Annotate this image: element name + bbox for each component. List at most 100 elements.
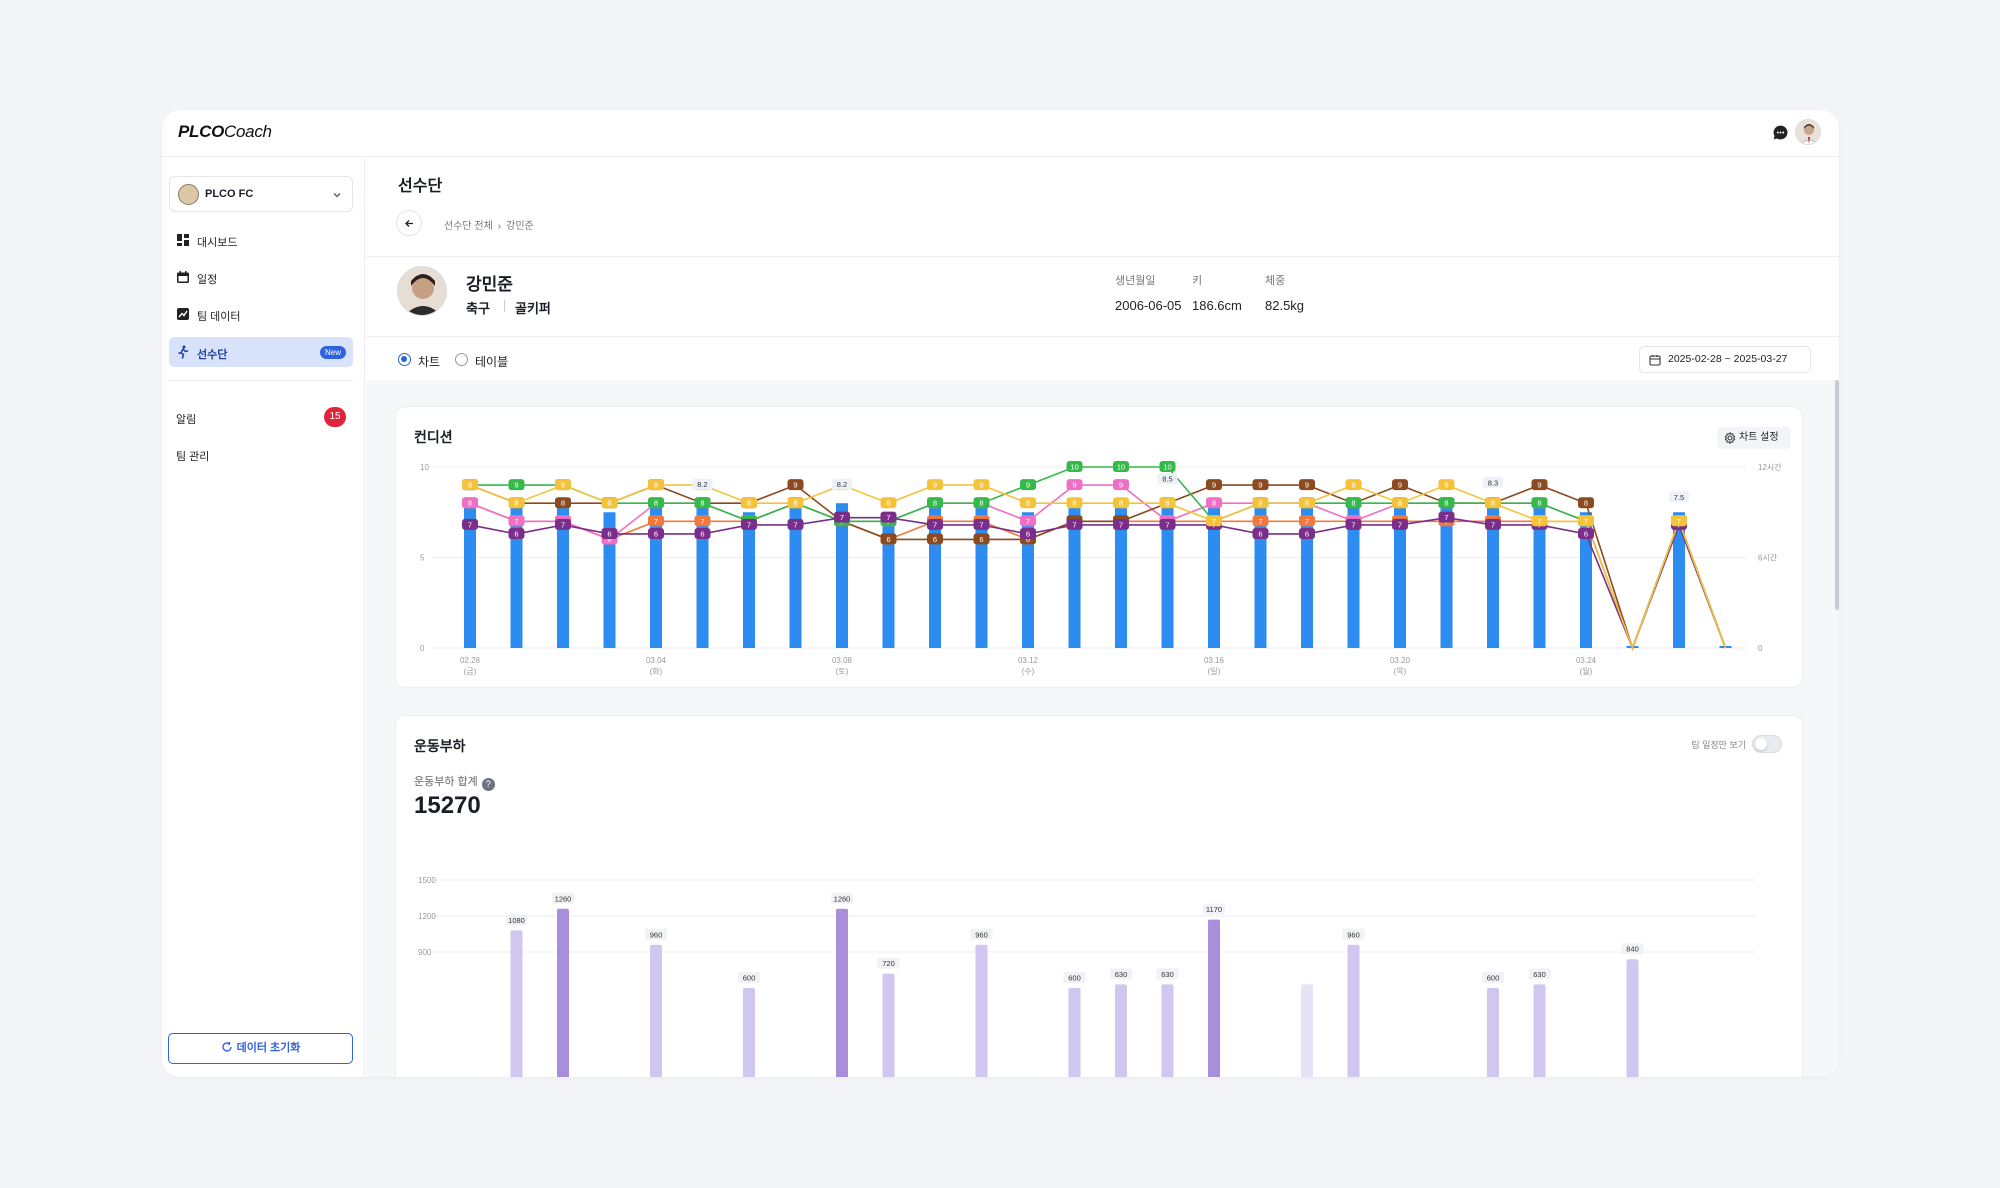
condition-bar [1115,503,1127,648]
sidebar-item-schedule[interactable]: 일정 [169,262,353,292]
series-point-label: 9 [1537,481,1541,490]
birth-label: 생년월일 [1115,275,1156,287]
sidebar-item-players[interactable]: 선수단 New [169,337,353,367]
series-point [1485,518,1501,530]
content-area: 컨디션 차트 설정 0 0 5 6시간 10 12시간 8 7 7 6 7 7 7 8 7 6 7 7 6 7 7 7 7 7… [366,380,1839,1077]
load-bar [1533,984,1546,1077]
reset-data-button[interactable]: 데이터 초기화 [168,1033,353,1064]
series-line [469,484,1727,651]
sidebar-item-dashboard[interactable]: 대시보드 [169,225,353,255]
calendar-icon [1649,355,1661,366]
series-point [1578,527,1594,539]
series-point [694,527,711,539]
height-value: 186.6cm [1192,298,1242,313]
weight-label: 체중 [1265,275,1286,287]
series-point [1299,515,1315,527]
y-tick-label: 1200 [418,912,436,921]
y2-tick-label: 12시간 [1758,462,1782,472]
chart-radio[interactable] [398,353,411,366]
chart-radio-label[interactable]: 차트 [418,355,441,369]
condition-bar [650,503,662,648]
load-card: 운동부하 팀 일정만 보기 운동부하 합계? 15270 900 1200 1500… [395,715,1803,1077]
condition-bar [882,512,895,648]
value-label: 8.3 [1488,478,1498,487]
chart-settings-button[interactable]: 차트 설정 [1717,427,1791,449]
series-point-label: 9 [514,481,518,490]
series-point-label: 6 [607,529,611,538]
reset-data-label: 데이터 초기화 [236,1042,301,1054]
x-tick-label: 02.28 [460,656,481,665]
series-point [927,479,943,491]
series-point-label: 7 [979,520,983,529]
series-point-label: 7 [1351,520,1355,529]
load-bar-label-bg [1110,968,1132,980]
series-point [1392,518,1408,530]
series-point-label: 9 [933,481,937,490]
series-point [1438,497,1455,509]
series-point-label: 9 [979,481,983,490]
condition-bar [464,503,476,648]
load-bar [1115,984,1127,1077]
x-tick-label: 03.08 [832,656,853,665]
series-point-label: 7 [654,517,658,526]
table-radio[interactable] [455,353,468,366]
series-point [1113,518,1129,530]
series-point [508,515,525,527]
load-bar-label-bg [1528,968,1551,980]
y-tick-label: 900 [418,948,432,957]
scrollbar[interactable] [1835,380,1839,610]
series-point [1020,497,1036,509]
breadcrumb-item[interactable]: 선수단 전체 [444,221,493,232]
series-line [469,484,1727,651]
series-point [1392,497,1408,509]
series-point [462,497,478,509]
series-point [787,497,804,509]
sidebar-item-team-data[interactable]: 팀 데이터 [169,299,353,329]
dashboard-icon [177,234,189,246]
player-sport: 축구 [466,301,490,316]
load-bar-label-bg [1063,972,1086,983]
app-logo[interactable]: PLCOCoach [178,122,272,141]
chat-icon[interactable] [1772,124,1789,141]
series-line [470,466,1727,651]
help-icon[interactable]: ? [481,778,495,791]
chart-icon [177,308,189,320]
x-tick-day: (금) [464,667,477,676]
load-bar-label-bg [1482,972,1504,983]
load-bar [975,944,988,1077]
series-point-label: 9 [468,481,472,490]
sidebar-item-alarm[interactable]: 알림 15 [169,402,353,432]
sidebar-item-team-manage[interactable]: 팀 관리 [169,439,353,469]
series-point [1578,497,1594,509]
series-point [1020,527,1036,539]
table-radio-label[interactable]: 테이블 [475,355,509,369]
series-point [1206,497,1222,509]
series-point [973,497,990,509]
header-divider [366,256,1839,257]
series-point [1159,518,1176,530]
value-label-bg [832,478,852,490]
condition-bar [836,503,848,648]
series-point-label: 10 [1070,463,1078,472]
series-point-label: 8 [1212,499,1216,508]
series-point-label: 6 [514,529,518,538]
team-selector[interactable]: PLCO FC [169,176,353,212]
arrow-left-icon [405,220,413,227]
user-avatar[interactable] [1795,119,1821,145]
series-point-label: 8 [514,499,518,508]
condition-bar [557,503,569,648]
series-point-label: 8 [1258,499,1262,508]
birth-value: 2006-06-05 [1115,298,1182,313]
series-point [973,518,990,530]
date-range-picker[interactable]: 2025-02-28 ~ 2025-03-27 [1639,346,1811,373]
load-sum-label: 운동부하 합계? [414,773,495,791]
load-bar [836,908,848,1077]
load-chart: 900 1200 1500 1080 1260 960 600 1260 720 960 600 63… [418,876,1756,1077]
load-bar-label: 720 [882,959,895,968]
team-schedule-toggle[interactable] [1752,735,1782,753]
chevron-down-icon [333,193,341,198]
series-point-label: 8 [468,499,472,508]
back-button[interactable] [396,210,422,236]
load-bar-label-bg [877,957,900,969]
series-point-label: 8 [1491,499,1495,508]
